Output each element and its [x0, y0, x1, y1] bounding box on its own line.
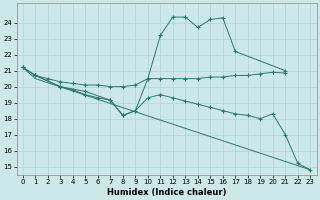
X-axis label: Humidex (Indice chaleur): Humidex (Indice chaleur): [107, 188, 226, 197]
